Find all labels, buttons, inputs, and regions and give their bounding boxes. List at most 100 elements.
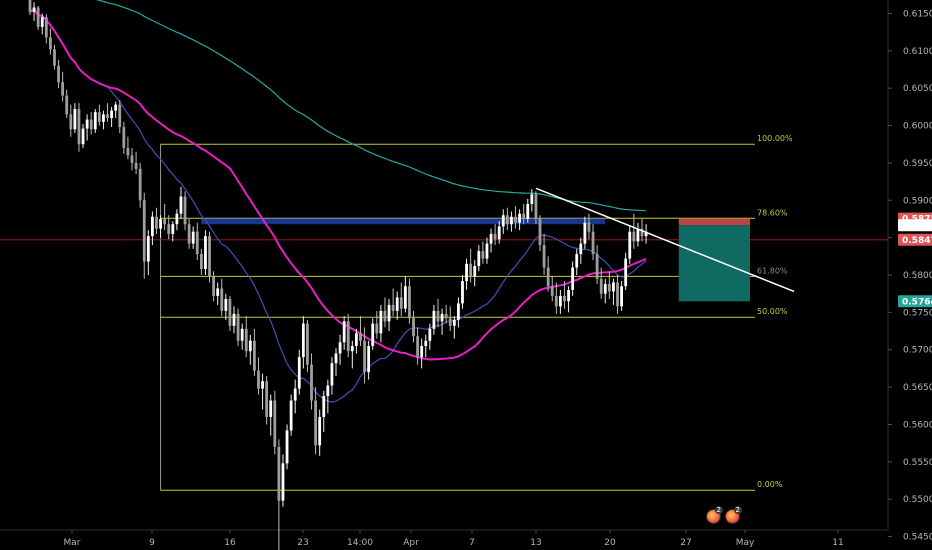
candle-body	[477, 251, 481, 267]
candle-body	[412, 318, 415, 337]
candle-body	[146, 236, 150, 262]
candle-body	[330, 363, 334, 386]
candle-body	[253, 340, 256, 371]
candle-body	[314, 400, 317, 446]
candle-body	[97, 112, 101, 122]
candle-body	[371, 323, 375, 346]
candle-body	[261, 381, 264, 389]
candle-body	[603, 283, 607, 294]
candle-body	[640, 228, 644, 237]
time-tick-label: 16	[224, 538, 236, 548]
candle-body	[383, 310, 387, 322]
candle-body	[542, 245, 546, 268]
candle-body	[257, 370, 260, 389]
candle-body	[244, 328, 248, 352]
fib-level-label: 61.80%	[757, 266, 788, 275]
candle-body	[159, 218, 162, 229]
candle-body	[489, 233, 493, 244]
candle-body	[575, 254, 579, 268]
candle-body	[375, 323, 379, 334]
candle-body	[510, 216, 513, 225]
candle-body	[134, 162, 138, 169]
fib-level-label: 100.00%	[757, 134, 793, 143]
candle-body	[212, 276, 215, 296]
price-tag-label: 0.58666	[902, 221, 932, 231]
candle-body	[106, 114, 109, 119]
candle-body	[350, 345, 354, 352]
candle-body	[493, 233, 497, 240]
candle-body	[297, 357, 301, 389]
candle-body	[579, 243, 583, 255]
candle-body	[187, 224, 191, 244]
candle-body	[624, 258, 628, 287]
candle-body	[269, 400, 273, 417]
candle-body	[550, 286, 554, 296]
candle-body	[522, 213, 526, 219]
candle-body	[355, 333, 358, 346]
candle-body	[28, 0, 32, 12]
time-tick-label: 27	[680, 538, 691, 548]
fib-level-label: 78.60%	[757, 208, 788, 217]
candle-body	[546, 267, 550, 287]
resistance-zone	[201, 218, 606, 225]
time-tick-label: Mar	[64, 538, 81, 548]
moving-average-line	[29, 8, 647, 403]
candle-body	[322, 396, 326, 417]
candle-body	[293, 388, 297, 401]
candle-body	[514, 216, 517, 223]
moving-average-line	[29, 8, 647, 361]
candle-body	[587, 222, 591, 232]
candle-body	[306, 323, 309, 365]
candle-body	[40, 17, 44, 27]
candle-body	[167, 224, 171, 234]
candle-body	[440, 313, 444, 322]
candle-body	[44, 17, 48, 38]
price-tag-label: 0.58471	[902, 236, 932, 246]
candle-body	[346, 321, 350, 352]
candle-body	[461, 280, 464, 304]
candle-body	[599, 278, 603, 294]
fib-level-label: 0.00%	[757, 480, 783, 489]
candle-body	[554, 295, 558, 307]
candle-body	[236, 313, 240, 341]
candle-body	[49, 37, 52, 50]
candle-body	[175, 213, 179, 225]
candle-body	[289, 400, 293, 431]
candle-body	[195, 231, 199, 255]
candle-body	[424, 340, 428, 346]
price-tag-background	[898, 219, 932, 232]
candle-body	[114, 104, 118, 111]
position-stop-zone	[678, 218, 750, 226]
candle-body	[530, 194, 534, 205]
candle-body	[428, 328, 432, 341]
moving-average-line	[96, 0, 647, 212]
candle-body	[391, 304, 395, 311]
candle-body	[595, 254, 599, 279]
candle-body	[118, 104, 122, 128]
time-tick-label: 14:00	[347, 538, 373, 548]
time-tick-label: 7	[469, 538, 475, 548]
candle-body	[85, 119, 89, 129]
candle-body	[359, 333, 362, 341]
candle-body	[102, 114, 105, 122]
candle-body	[563, 295, 566, 302]
time-tick-label: May	[736, 538, 755, 548]
candle-body	[538, 218, 542, 246]
candle-body	[265, 381, 269, 417]
candle-body	[628, 231, 632, 259]
candle-body	[379, 310, 383, 334]
time-tick-label: 11	[832, 538, 843, 548]
economic-event-icon[interactable]: 2	[706, 506, 723, 524]
candle-body	[36, 7, 40, 27]
candle-body	[301, 323, 305, 358]
candle-body	[142, 200, 146, 262]
economic-event-icon[interactable]: 2	[725, 506, 742, 524]
candle-body	[122, 127, 126, 148]
